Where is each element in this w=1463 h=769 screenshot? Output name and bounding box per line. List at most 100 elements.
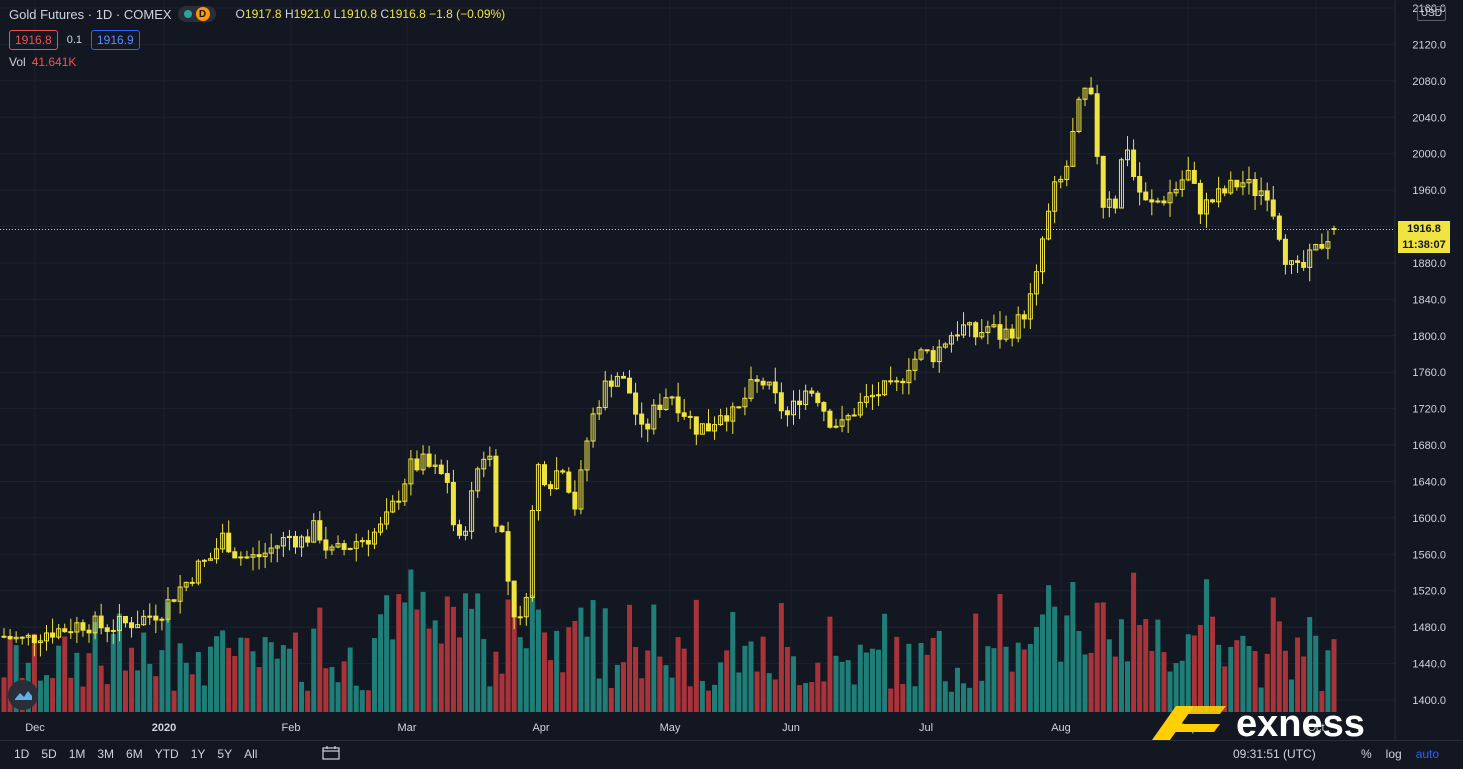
candle-body (888, 380, 894, 383)
candlestick-chart[interactable]: 2160.02120.02080.02040.02000.01960.01920… (0, 0, 1463, 740)
time-tick-label: Mar (398, 722, 417, 734)
volume-bar (359, 690, 365, 712)
volume-bar (511, 592, 517, 712)
candle-body (669, 396, 675, 399)
time-tick-label: Feb (282, 722, 301, 734)
volume-bar (141, 632, 147, 712)
volume-bar (305, 690, 311, 712)
candle-body (778, 392, 784, 412)
volume-bar (153, 676, 159, 712)
candle-body (900, 380, 906, 384)
volume-bar (1276, 621, 1282, 712)
candle-body (967, 322, 973, 326)
volume-bar (1325, 650, 1331, 712)
candle-body (1076, 98, 1082, 132)
bid-ask-row: 1916.8 0.1 1916.9 (9, 30, 140, 50)
period-1d[interactable]: 1D (14, 747, 30, 761)
candle-body (1137, 175, 1143, 193)
volume-bar (517, 637, 523, 712)
volume-bar (1179, 660, 1185, 712)
volume-bar (924, 654, 930, 712)
time-axis[interactable]: Dec2020FebMarAprMayJunJulAugSepOct (25, 722, 1324, 734)
volume-bar (1331, 639, 1337, 712)
candle-body (329, 546, 335, 551)
volume-bar (542, 632, 548, 712)
market-open-dot-icon (183, 10, 192, 18)
candle-body (1191, 170, 1197, 184)
volume-bar (912, 686, 918, 712)
volume-bar (378, 614, 384, 712)
price-axis[interactable]: 2160.02120.02080.02040.02000.01960.01920… (1394, 0, 1446, 740)
candle-body (1173, 188, 1179, 194)
volume-bar (1064, 615, 1070, 712)
volume-bar (1039, 614, 1045, 712)
price-tick-label: 1840.0 (1412, 294, 1446, 306)
volume-bar (456, 637, 462, 712)
volume-bar (803, 683, 809, 712)
period-ytd[interactable]: YTD (154, 747, 179, 761)
candle-body (463, 530, 469, 536)
candle-body (165, 599, 171, 620)
volume-bar (645, 650, 651, 712)
volume-bar (554, 630, 560, 712)
candle-body (809, 390, 815, 394)
volume-bar (353, 685, 359, 712)
candle-body (596, 406, 602, 415)
candle-body (116, 615, 122, 631)
candle-body (153, 615, 159, 621)
period-1m[interactable]: 1M (68, 747, 86, 761)
candle-body (948, 335, 954, 345)
volume-bar (505, 599, 511, 712)
volume-bar (481, 639, 487, 712)
period-3m[interactable]: 3M (97, 747, 115, 761)
percent-scale-toggle[interactable]: % (1361, 747, 1372, 761)
volume-bar (888, 688, 894, 712)
candle-body (1288, 260, 1294, 265)
volume-bar (450, 606, 456, 712)
symbol-title[interactable]: Gold Futures · 1D · COMEX (9, 6, 172, 22)
volume-bar (1234, 640, 1240, 712)
volume-bar (1106, 639, 1112, 712)
market-status[interactable]: D (177, 6, 216, 22)
candle-body (1258, 190, 1264, 196)
candle-body (7, 635, 13, 640)
candle-body (359, 540, 365, 543)
candle-body (201, 559, 207, 562)
price-tick-label: 1480.0 (1412, 622, 1446, 634)
volume-bar (1240, 635, 1246, 712)
sell-price-button[interactable]: 1916.8 (9, 30, 58, 50)
tradingview-logo-icon[interactable] (8, 680, 38, 710)
volume-bar (104, 684, 110, 712)
volume-bar (566, 627, 572, 712)
calendar-range-icon[interactable] (322, 746, 340, 760)
volume-bar (244, 638, 250, 712)
period-5d[interactable]: 5D (41, 747, 57, 761)
price-tick-label: 1640.0 (1412, 476, 1446, 488)
candle-body (924, 349, 930, 352)
period-6m[interactable]: 6M (126, 747, 143, 761)
period-5y[interactable]: 5Y (217, 747, 233, 761)
log-scale-toggle[interactable]: log (1385, 747, 1402, 761)
period-all[interactable]: All (244, 747, 258, 761)
volume-bar (1173, 663, 1179, 712)
volume-bar (220, 630, 226, 712)
candle-body (572, 491, 578, 510)
volume-bar (620, 662, 626, 712)
buy-price-button[interactable]: 1916.9 (91, 30, 140, 50)
volume-bar (256, 667, 262, 712)
low-value: 1910.8 (340, 7, 378, 21)
volume-bar (1088, 652, 1094, 712)
volume-bar (833, 655, 839, 712)
period-1y[interactable]: 1Y (190, 747, 206, 761)
auto-scale-toggle[interactable]: auto (1415, 747, 1440, 761)
volume-bar (979, 680, 985, 712)
price-tick-label: 1680.0 (1412, 440, 1446, 452)
candle-body (1033, 271, 1039, 295)
volume-bar (86, 653, 92, 712)
utc-clock[interactable]: 09:31:51 (UTC) (1233, 747, 1316, 761)
volume-bar (37, 680, 43, 712)
candle-body (1015, 314, 1021, 339)
currency-label[interactable]: USD (1416, 6, 1446, 21)
volume-bar (147, 663, 153, 712)
candle-body (159, 618, 165, 621)
